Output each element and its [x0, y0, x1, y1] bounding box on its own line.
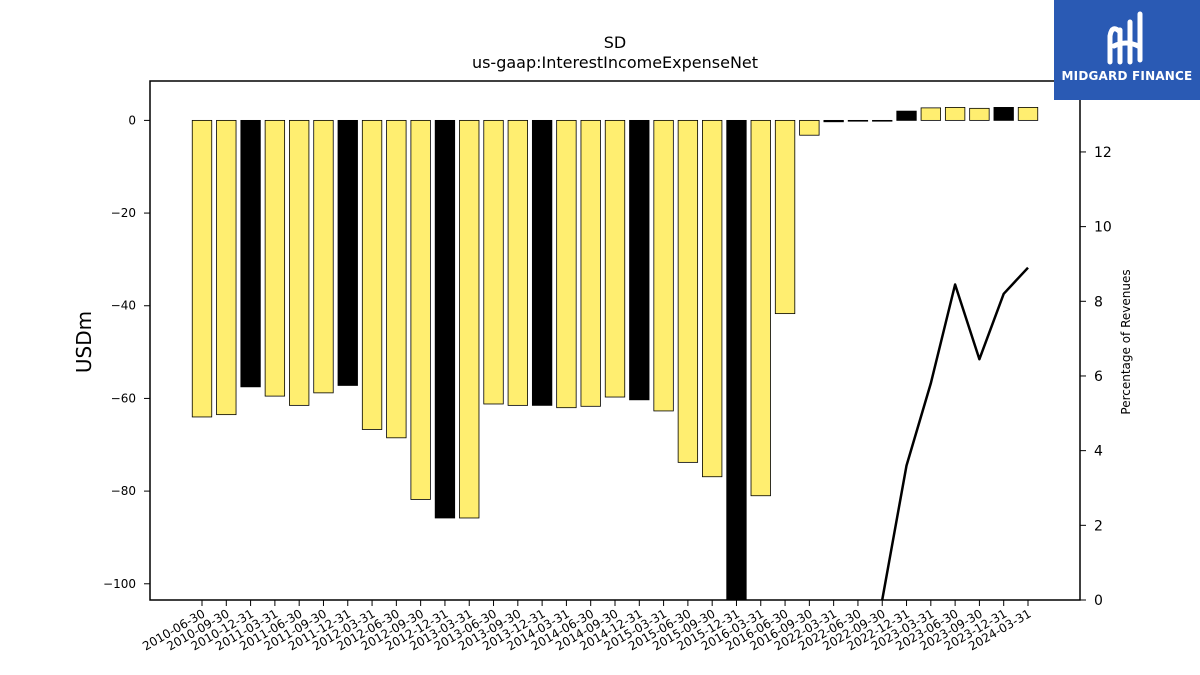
- bar: [386, 119, 407, 439]
- line-series: [880, 266, 1029, 601]
- bar: [531, 119, 553, 406]
- bar: [677, 119, 699, 463]
- bar: [361, 119, 383, 430]
- y-tick-label: −20: [111, 206, 136, 220]
- logo-background: [1054, 0, 1200, 100]
- bar: [653, 119, 674, 412]
- y-tick-label: 0: [128, 113, 136, 127]
- bar: [216, 119, 237, 416]
- bar: [799, 119, 820, 136]
- y-right-tick-label: 8: [1094, 294, 1103, 310]
- bar: [993, 107, 1014, 121]
- bar: [847, 119, 869, 122]
- logo-text: MIDGARD FINANCE: [1061, 69, 1193, 83]
- bar: [191, 119, 213, 418]
- bar: [1017, 107, 1039, 121]
- bar: [240, 119, 261, 388]
- bar: [289, 119, 310, 406]
- bar: [264, 119, 286, 397]
- y-tick-label: −40: [111, 299, 136, 313]
- bar: [580, 119, 601, 407]
- bar: [556, 119, 577, 409]
- bar: [702, 119, 723, 478]
- bar: [726, 119, 747, 601]
- y-axis-label-right: Percentage of Revenues: [1119, 269, 1133, 414]
- y-right-tick-label: 0: [1094, 593, 1103, 609]
- line-series-path: [880, 266, 1029, 601]
- bar: [410, 119, 431, 500]
- bar: [920, 107, 941, 121]
- y-right-tick-label: 4: [1094, 444, 1103, 460]
- logo-mark-icon: [1107, 11, 1143, 65]
- midgard-finance-logo: MIDGARD FINANCE: [1054, 0, 1200, 100]
- bar: [313, 119, 334, 394]
- bar: [969, 107, 990, 121]
- bar: [774, 119, 796, 315]
- y-tick-label: −60: [111, 391, 136, 405]
- chart-subtitle: us-gaap:InterestIncomeExpenseNet: [472, 53, 758, 72]
- y-right-tick-label: 6: [1094, 369, 1103, 385]
- x-axis: 2010-06-302010-09-302010-12-312011-03-31…: [140, 600, 1034, 653]
- bar: [483, 119, 504, 405]
- bar: [604, 119, 626, 398]
- bar: [750, 119, 771, 497]
- bar: [434, 119, 456, 519]
- bar-series: [191, 107, 1039, 601]
- bar: [337, 119, 358, 386]
- y-axis-left: 0 −20 −40 −60 −80 −100: [103, 113, 150, 591]
- y-right-tick-label: 2: [1094, 518, 1103, 534]
- bar: [507, 119, 528, 406]
- bar: [823, 119, 844, 123]
- y-tick-label: −100: [103, 577, 136, 591]
- y-right-tick-label: 10: [1094, 220, 1112, 236]
- y-right-tick-label: 12: [1094, 145, 1112, 161]
- y-tick-label: −80: [111, 484, 136, 498]
- bar: [459, 119, 480, 519]
- bar: [944, 107, 966, 121]
- y-axis-label: USDm: [72, 311, 96, 373]
- bar: [896, 110, 917, 121]
- y-axis-right: 0 2 4 6 8 10 12: [1080, 145, 1112, 609]
- bar: [629, 119, 650, 401]
- bar: [872, 119, 893, 122]
- chart-title: SD: [604, 33, 626, 52]
